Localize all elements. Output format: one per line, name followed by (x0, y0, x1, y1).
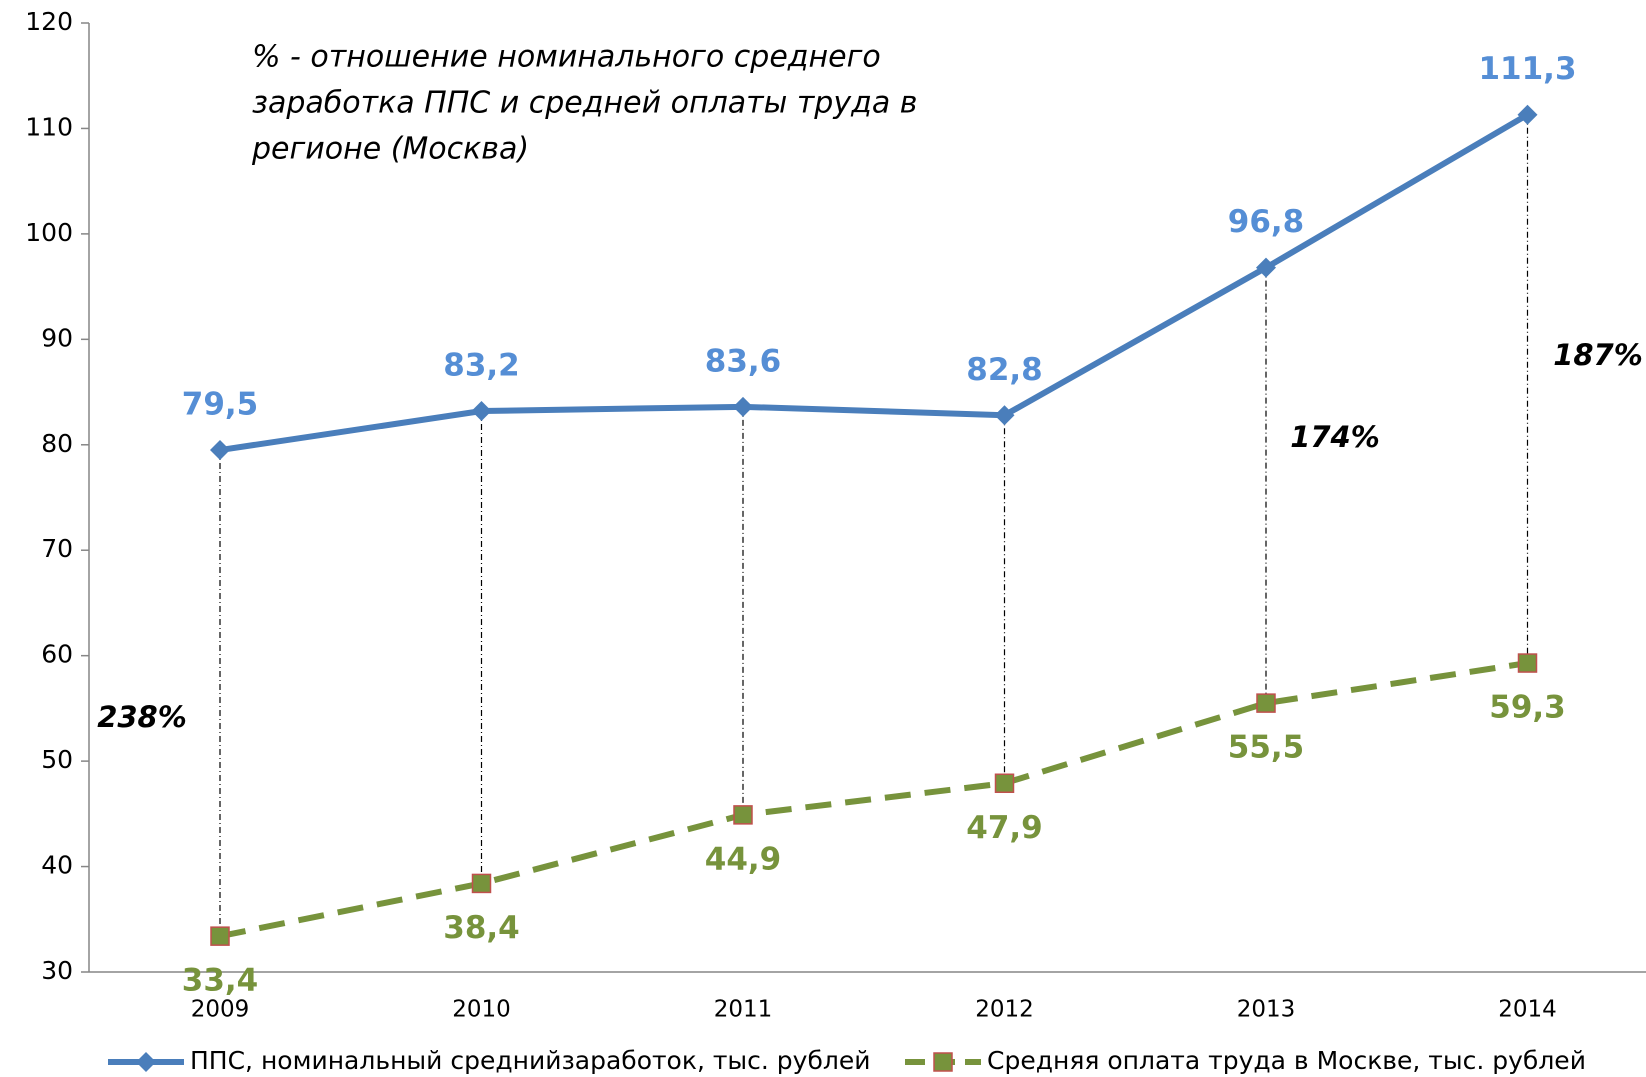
data-label: 55,5 (1228, 730, 1305, 766)
point-marker (1517, 653, 1538, 673)
x-tick-label: 2010 (452, 997, 511, 1023)
series-line (219, 660, 1528, 940)
x-tick-label: 2014 (1498, 997, 1557, 1023)
y-tick-label: 100 (25, 218, 73, 247)
point-marker (994, 773, 1015, 794)
y-tick-label: 80 (41, 429, 73, 458)
point-marker (1256, 693, 1276, 713)
data-label: 79,5 (182, 387, 259, 423)
data-label: 83,6 (705, 343, 782, 379)
point-marker (1517, 104, 1538, 125)
legend-marker (136, 1052, 156, 1072)
point-marker (471, 401, 492, 422)
data-label: 47,9 (966, 810, 1043, 846)
x-tick-label: 2009 (191, 997, 250, 1023)
y-tick-label: 120 (25, 7, 73, 36)
data-label: 82,8 (966, 352, 1043, 388)
data-label: 38,4 (443, 910, 520, 946)
point-marker (733, 805, 753, 825)
y-tick-label: 110 (25, 112, 73, 141)
note: % - отношение номинального среднего (252, 40, 881, 75)
data-label: 33,4 (182, 963, 259, 999)
annotation: 174% (1290, 420, 1380, 454)
y-tick-label: 60 (41, 640, 73, 669)
annotation: 238% (97, 700, 187, 734)
data-label: 59,3 (1489, 690, 1566, 726)
y-tick-label: 40 (41, 851, 73, 880)
legend-marker (933, 1052, 953, 1072)
note: заработка ППС и средней оплаты труда в (252, 86, 917, 121)
point-marker (1256, 257, 1276, 278)
series-line (219, 112, 1530, 454)
point-marker (994, 405, 1015, 426)
note: регионе (Москва) (251, 132, 529, 167)
y-tick-label: 50 (41, 745, 73, 774)
legend-label: Средняя оплата труда в Москве, тыс. рубл… (987, 1046, 1586, 1075)
point-marker (733, 396, 753, 417)
data-label: 111,3 (1478, 51, 1576, 87)
data-label: 96,8 (1228, 204, 1305, 240)
y-tick-label: 30 (41, 956, 73, 985)
data-label: 44,9 (705, 841, 782, 877)
y-tick-label: 70 (41, 534, 73, 563)
point-marker (210, 926, 230, 946)
annotation: 187% (1553, 338, 1643, 372)
y-tick-label: 90 (41, 323, 73, 352)
x-tick-label: 2011 (714, 997, 773, 1023)
legend-label: ППС, номинальный среднийзаработок, тыс. … (190, 1046, 870, 1075)
x-tick-label: 2012 (975, 997, 1034, 1023)
data-label: 83,2 (443, 348, 520, 384)
point-marker (210, 440, 230, 461)
point-marker (471, 873, 492, 894)
x-tick-label: 2013 (1237, 997, 1296, 1023)
